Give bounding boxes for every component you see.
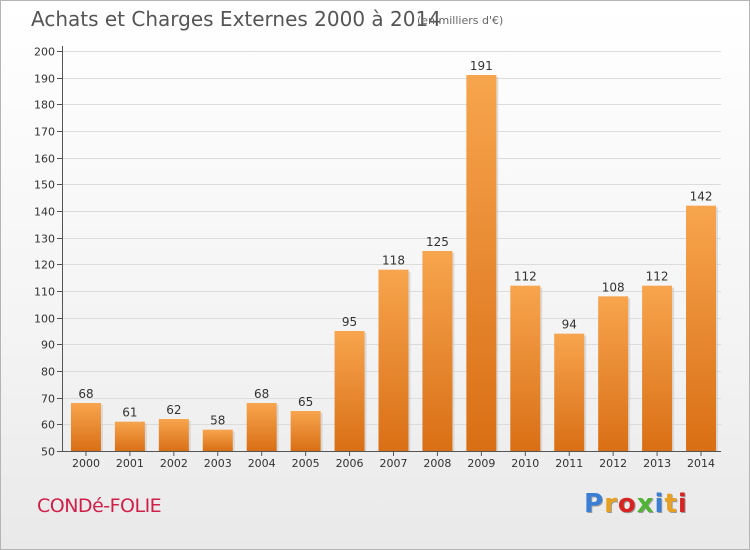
chart-title: Achats et Charges Externes 2000 à 2014 [31, 7, 441, 31]
y-tick-label: 150 [34, 179, 55, 192]
x-tick-label: 2002 [160, 457, 188, 470]
x-tick-label: 2001 [116, 457, 144, 470]
axes: 50 60 70 80 90 100 110 120 130 140 150 160 170 180 190… [34, 46, 721, 470]
data-label: 68 [78, 387, 93, 401]
y-tick-label: 160 [34, 153, 55, 166]
y-tick-label: 140 [34, 206, 55, 219]
data-label: 95 [342, 315, 357, 329]
data-label: 112 [514, 270, 537, 284]
bar-2008 [422, 251, 453, 451]
bar-2006 [334, 331, 365, 451]
bar-2009 [466, 75, 497, 451]
bar-2001 [114, 421, 145, 451]
y-tick-label: 110 [34, 286, 55, 299]
x-tick-label: 2009 [467, 457, 495, 470]
data-labels: 68 61 62 58 68 65 95 118 125 191 112 94 108 112 142 [78, 59, 712, 428]
data-label: 191 [470, 59, 493, 73]
logo-letter: r [604, 489, 618, 519]
bar-2011 [554, 333, 585, 451]
x-tick-label: 2006 [336, 457, 364, 470]
proxiti-logo: Proxiti [584, 489, 688, 519]
bar-2002 [158, 419, 189, 451]
y-tick-label: 80 [41, 366, 55, 379]
x-tick-label: 2007 [380, 457, 408, 470]
x-tick-label: 2004 [248, 457, 276, 470]
x-tick-label: 2005 [292, 457, 320, 470]
logo-letter: i [654, 489, 665, 519]
x-tick-label: 2011 [555, 457, 583, 470]
bar-2010 [510, 285, 541, 451]
data-label: 58 [210, 414, 225, 428]
data-label: 62 [166, 403, 181, 417]
bar-2007 [378, 269, 409, 451]
y-tick-label: 130 [34, 233, 55, 246]
data-label: 108 [602, 280, 625, 294]
x-tick-label: 2010 [511, 457, 539, 470]
y-tick-label: 50 [41, 446, 55, 459]
bar-2004 [246, 403, 277, 451]
bar-2013 [642, 285, 673, 451]
y-tick-label: 200 [34, 46, 55, 59]
x-tick-label: 2000 [72, 457, 100, 470]
x-tick-label: 2003 [204, 457, 232, 470]
bar-2003 [202, 429, 233, 451]
data-label: 118 [382, 254, 405, 268]
y-tick-label: 170 [34, 126, 55, 139]
bar-2000 [70, 403, 101, 451]
bar-2012 [598, 296, 629, 451]
y-tick-label: 100 [34, 313, 55, 326]
logo-letter: x [636, 489, 655, 519]
data-label: 125 [426, 235, 449, 249]
logo-letter: P [584, 489, 605, 519]
logo-letter: o [617, 489, 637, 519]
logo-letter: t [664, 489, 678, 519]
x-tick-label: 2008 [423, 457, 451, 470]
bar-2014 [686, 205, 717, 451]
y-tick-label: 180 [34, 99, 55, 112]
y-tick-label: 60 [41, 419, 55, 432]
y-tick-label: 120 [34, 259, 55, 272]
data-label: 112 [646, 270, 669, 284]
data-label: 94 [562, 318, 577, 332]
data-label: 65 [298, 395, 313, 409]
x-tick-label: 2014 [687, 457, 715, 470]
bar-2005 [290, 411, 321, 451]
y-tick-label: 70 [41, 393, 55, 406]
y-tick-label: 90 [41, 339, 55, 352]
x-tick-label: 2012 [599, 457, 627, 470]
data-label: 142 [690, 190, 713, 204]
data-label: 68 [254, 387, 269, 401]
chart-subtitle: (en milliers d'€) [417, 14, 504, 27]
logo-letter: i [677, 489, 688, 519]
data-label: 61 [122, 406, 137, 420]
bars [70, 75, 719, 451]
x-tick-label: 2013 [643, 457, 671, 470]
y-tick-label: 190 [34, 73, 55, 86]
commune-name: CONDé-FOLIE [37, 495, 162, 517]
